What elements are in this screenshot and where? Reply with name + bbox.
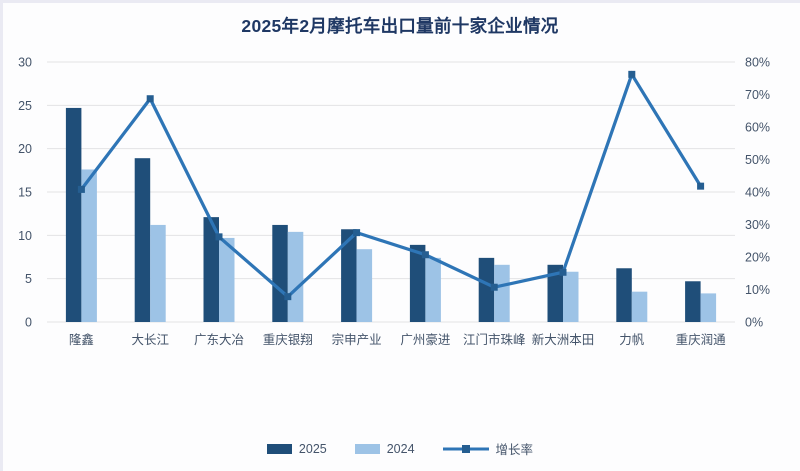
legend-swatch-2024 (354, 443, 380, 454)
x-axis-label-广东大冶: 广东大冶 (194, 333, 244, 347)
canvas-top-edge (0, 0, 800, 3)
growth-marker-广州豪进 (421, 251, 429, 259)
x-axis-label-重庆润通: 重庆润通 (676, 332, 727, 347)
x-axis-label-江门市珠峰: 江门市珠峰 (463, 332, 526, 347)
left-axis-tick: 25 (18, 99, 32, 113)
bar-2025-江门市珠峰 (478, 257, 495, 322)
right-axis-tick: 50% (745, 153, 770, 167)
bar-2025-广东大冶 (203, 217, 219, 322)
x-axis-label-隆鑫: 隆鑫 (69, 332, 94, 347)
right-axis-tick: 80% (745, 56, 770, 70)
growth-marker-重庆润通 (697, 182, 705, 190)
bar-2025-力帆 (616, 268, 632, 322)
chart-title: 2025年2月摩托车出口量前十家企业情况 (241, 16, 559, 36)
growth-marker-广东大冶 (215, 233, 223, 241)
left-axis-tick: 0 (25, 316, 32, 330)
growth-marker-隆鑫 (77, 185, 85, 193)
legend-swatch-2025 (266, 443, 292, 454)
bar-2024-江门市珠峰 (494, 264, 510, 322)
canvas-left-edge (0, 0, 3, 471)
bar-2024-重庆银翔 (287, 231, 304, 322)
right-axis-tick: 40% (745, 186, 770, 200)
bar-2025-广州豪进 (409, 244, 426, 322)
left-axis-tick: 15 (18, 186, 32, 200)
bar-2024-新大洲本田 (563, 271, 579, 322)
left-axis-tick: 30 (18, 56, 32, 70)
bar-2025-宗申产业 (341, 229, 357, 322)
growth-marker-重庆银翔 (284, 293, 292, 301)
bar-2024-隆鑫 (81, 169, 97, 322)
bar-2025-新大洲本田 (547, 264, 563, 322)
legend-item-2025: 2025 (266, 441, 327, 456)
bar-2024-重庆润通 (700, 293, 717, 322)
bar-2024-宗申产业 (356, 249, 373, 322)
bar-2024-广东大冶 (219, 237, 235, 322)
legend-item-growth: 增长率 (442, 439, 534, 458)
legend-label-growth: 增长率 (495, 443, 534, 457)
left-axis-tick: 5 (25, 272, 32, 286)
x-axis-label-重庆银翔: 重庆银翔 (263, 332, 313, 347)
left-axis-tick: 20 (18, 142, 32, 156)
growth-marker-新大洲本田 (559, 268, 567, 276)
x-axis-label-大长江: 大长江 (131, 333, 169, 347)
x-axis-label-广州豪进: 广州豪进 (400, 332, 451, 347)
right-axis-tick: 70% (745, 88, 770, 102)
bar-2025-隆鑫 (65, 107, 82, 322)
legend-label-2024: 2024 (386, 441, 415, 456)
bar-2025-重庆润通 (685, 281, 701, 322)
right-axis-tick: 10% (745, 283, 770, 297)
right-axis-tick: 60% (745, 121, 770, 135)
right-axis-tick: 0% (745, 316, 763, 330)
growth-marker-江门市珠峰 (490, 283, 498, 291)
x-axis-label-宗申产业: 宗申产业 (332, 332, 382, 347)
right-axis-tick: 30% (745, 218, 770, 232)
right-axis-tick: 20% (745, 251, 770, 265)
growth-rate-line (80, 70, 702, 299)
legend-label-2025: 2025 (298, 441, 327, 456)
bar-2025-重庆银翔 (272, 224, 288, 322)
bar-2024-大长江 (150, 224, 166, 322)
x-axis-label-力帆: 力帆 (619, 332, 645, 347)
legend-line-marker-icon (442, 444, 489, 453)
bar-2024-广州豪进 (425, 257, 441, 322)
bar-2024-力帆 (631, 291, 648, 322)
left-axis-tick: 10 (18, 229, 32, 243)
bar-2025-大长江 (134, 158, 151, 322)
chart-legend: 2025 2024 增长率 (0, 439, 800, 458)
growth-marker-宗申产业 (353, 229, 361, 237)
growth-marker-力帆 (628, 70, 636, 78)
legend-item-2024: 2024 (354, 441, 415, 456)
growth-marker-大长江 (146, 95, 154, 103)
x-axis-label-新大洲本田: 新大洲本田 (532, 332, 595, 347)
